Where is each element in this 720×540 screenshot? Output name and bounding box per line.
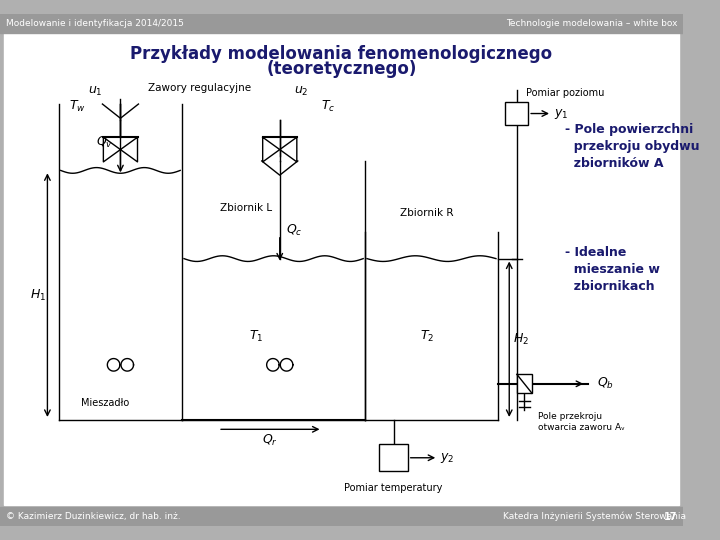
Text: $Q_r$: $Q_r$ [262,433,278,448]
Text: $y_1$: $y_1$ [554,106,568,120]
Text: $T_1$: $T_1$ [249,329,264,344]
Text: - Pole powierzchni
  przekroju obydwu
  zbiorników A: - Pole powierzchni przekroju obydwu zbio… [565,123,700,170]
Text: $H_1$: $H_1$ [30,288,46,303]
Text: © Kazimierz Duzinkiewicz, dr hab. inż.: © Kazimierz Duzinkiewicz, dr hab. inż. [6,512,180,521]
Text: $Q_b$: $Q_b$ [598,376,614,392]
Bar [517,374,532,393]
Text: Przykłady modelowania fenomenologicznego: Przykłady modelowania fenomenologicznego [130,45,552,63]
Text: Modelowanie i identyfikacja 2014/2015: Modelowanie i identyfikacja 2014/2015 [6,19,184,28]
Text: $H_2$: $H_2$ [513,332,528,347]
Text: $y_2$: $y_2$ [440,451,454,465]
Text: Pomiar poziomu: Pomiar poziomu [526,87,605,98]
Text: $T_c$: $T_c$ [321,99,336,114]
Text: $Q_c$: $Q_c$ [286,222,302,238]
Text: Zbiornik R: Zbiornik R [400,208,454,218]
Text: - Idealne
  mieszanie w
  zbiornikach: - Idealne mieszanie w zbiornikach [565,246,660,293]
Text: $T_2$: $T_2$ [420,329,434,344]
Text: 17: 17 [664,511,677,522]
Text: $Q_v$: $Q_v$ [96,134,113,150]
Text: Zbiornik L: Zbiornik L [220,204,273,213]
Text: Technologie modelowania – white box: Technologie modelowania – white box [505,19,677,28]
Bar [379,444,408,471]
Text: Mieszadło: Mieszadło [81,398,129,408]
Text: $u_2$: $u_2$ [294,85,309,98]
Bar [0,507,683,526]
Text: Zawory regulacyjne: Zawory regulacyjne [148,83,251,93]
Text: $T_w$: $T_w$ [69,99,86,114]
Bar [505,102,528,125]
Text: Pole przekroju
otwarcia zaworu Aᵥ: Pole przekroju otwarcia zaworu Aᵥ [538,412,624,431]
Text: $u_1$: $u_1$ [88,85,102,98]
Text: Katedra Inżynierii Systemów Sterowania: Katedra Inżynierii Systemów Sterowania [503,512,685,521]
Bar [0,14,683,33]
Text: Pomiar temperatury: Pomiar temperatury [344,483,443,493]
Text: (teoretycznego): (teoretycznego) [266,60,417,78]
